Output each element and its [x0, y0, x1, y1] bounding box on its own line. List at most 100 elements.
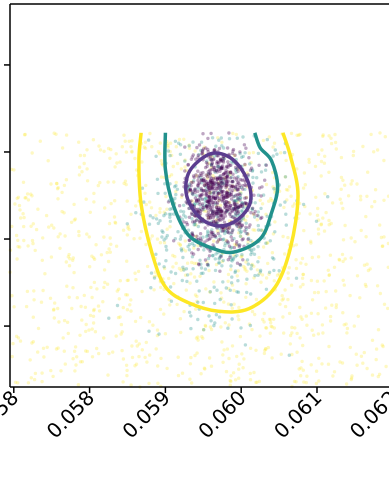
scatter-point: [102, 268, 107, 272]
scatter-point: [179, 167, 183, 171]
scatter-point: [241, 154, 245, 159]
scatter-point: [72, 202, 76, 207]
scatter-point: [247, 225, 251, 229]
scatter-point: [263, 348, 267, 353]
scatter-point: [212, 157, 216, 161]
scatter-point: [161, 230, 165, 234]
scatter-point: [231, 131, 235, 136]
scatter-point: [190, 232, 194, 237]
scatter-point: [201, 147, 206, 151]
scatter-point: [177, 204, 182, 208]
scatter-point: [125, 308, 130, 312]
scatter-point: [196, 201, 200, 206]
scatter-point: [236, 221, 240, 225]
scatter-point: [162, 241, 167, 245]
scatter-point: [97, 309, 102, 313]
scatter-point: [168, 285, 173, 289]
scatter-point: [16, 244, 20, 249]
scatter-point: [220, 158, 224, 162]
scatter-point: [231, 207, 236, 211]
scatter-point: [231, 184, 235, 188]
scatter-point: [24, 304, 29, 309]
scatter-point: [171, 253, 175, 258]
scatter-point: [253, 201, 257, 205]
scatter-point: [216, 239, 221, 243]
scatter-point: [66, 255, 71, 259]
scatter-point: [195, 351, 199, 355]
scatter-point: [291, 204, 295, 208]
scatter-point: [252, 252, 257, 256]
scatter-point: [234, 184, 238, 189]
scatter-point: [196, 243, 200, 248]
scatter-point: [196, 224, 200, 229]
scatter-point: [211, 179, 215, 183]
scatter-point: [227, 356, 231, 361]
scatter-point: [203, 188, 207, 193]
scatter-point: [203, 165, 208, 170]
scatter-point: [209, 198, 213, 202]
scatter-point: [244, 196, 248, 200]
scatter-point: [51, 308, 56, 312]
scatter-point: [213, 257, 217, 261]
scatter-point: [154, 213, 158, 218]
scatter-point: [232, 302, 236, 306]
scatter-point: [210, 182, 214, 186]
scatter-point: [53, 301, 57, 305]
scatter-point: [230, 245, 234, 250]
scatter-point: [89, 285, 93, 290]
scatter-point: [230, 185, 234, 189]
scatter-point: [224, 228, 228, 233]
scatter-point: [208, 180, 212, 184]
scatter-point: [162, 238, 166, 242]
scatter-point: [255, 380, 259, 384]
scatter-point: [199, 266, 204, 270]
scatter-point: [232, 153, 237, 158]
scatter-point: [226, 326, 230, 330]
scatter-point: [220, 144, 224, 148]
scatter-point: [73, 345, 78, 349]
scatter-point: [269, 321, 273, 325]
scatter-point: [241, 366, 245, 370]
scatter-point: [164, 244, 168, 249]
scatter-point: [75, 296, 80, 300]
scatter-point: [124, 182, 128, 187]
scatter-point: [320, 323, 325, 327]
scatter-point: [237, 225, 242, 229]
scatter-point: [185, 261, 190, 265]
scatter-point: [205, 205, 209, 210]
scatter-point: [220, 198, 224, 202]
scatter-point: [233, 165, 238, 170]
scatter-point: [218, 177, 222, 181]
scatter-point: [253, 209, 257, 214]
scatter-point: [264, 163, 268, 167]
scatter-point: [246, 262, 250, 266]
scatter-point: [250, 263, 254, 268]
scatter-point: [256, 151, 261, 156]
scatter-point: [284, 187, 289, 192]
scatter-point: [300, 256, 305, 261]
scatter-point: [162, 213, 166, 218]
scatter-point: [270, 356, 274, 360]
scatter-point: [327, 223, 331, 227]
scatter-point: [228, 211, 232, 215]
scatter-point: [208, 178, 213, 182]
scatter-point: [184, 267, 189, 271]
scatter-point: [198, 258, 202, 262]
scatter-point: [236, 206, 240, 210]
scatter-point: [205, 176, 210, 180]
scatter-point: [219, 159, 223, 164]
scatter-point: [154, 154, 158, 158]
scatter-point: [255, 218, 259, 222]
scatter-point: [208, 172, 212, 176]
scatter-point: [236, 211, 240, 215]
scatter-point: [213, 196, 217, 201]
scatter-point: [225, 195, 229, 199]
scatter-point: [112, 215, 117, 219]
scatter-point: [225, 191, 229, 195]
scatter-point: [38, 139, 42, 143]
scatter-point: [208, 290, 212, 294]
scatter-point: [256, 260, 260, 264]
scatter-point: [281, 315, 285, 319]
scatter-point: [206, 201, 210, 205]
scatter-point: [49, 182, 53, 186]
